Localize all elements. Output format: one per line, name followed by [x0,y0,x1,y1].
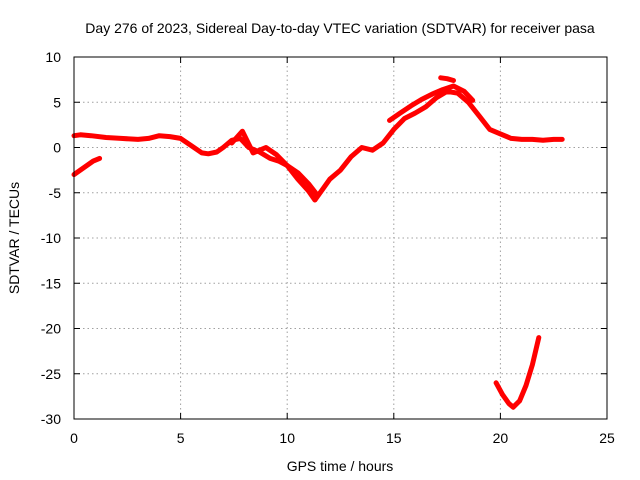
y-tick-label: 10 [45,49,61,65]
y-tick-label: -10 [41,230,61,246]
y-tick-label: -15 [41,275,61,291]
series-line-early-offset [71,155,103,178]
y-tick-label: -30 [41,411,61,427]
series-line-late-dip [493,335,542,410]
y-tick-label: -25 [41,366,61,382]
grid-lines [74,57,607,419]
y-tick-label: -5 [49,185,62,201]
x-tick-label: 20 [493,430,509,446]
chart-title: Day 276 of 2023, Sidereal Day-to-day VTE… [85,20,595,36]
plot-frame [73,56,608,420]
x-tick-label: 5 [177,430,185,446]
data-series [71,75,565,410]
y-tick-label: -20 [41,321,61,337]
x-tick-label: 25 [599,430,615,446]
axis-ticks: 0 5 10 15 20 25 -30 -25 -20 -15 -10 -5 0 5 10 [41,49,615,446]
y-tick-label: 5 [53,94,61,110]
y-axis-label: SDTVAR / TECUs [6,182,22,294]
series-line-peak-fragment [438,75,456,83]
series-line-main [71,88,565,203]
x-tick-label: 15 [386,430,402,446]
y-tick-label: 0 [53,140,61,156]
x-tick-label: 0 [70,430,78,446]
x-axis-label: GPS time / hours [287,458,394,474]
x-tick-label: 10 [279,430,295,446]
series-line-upper-band [387,83,476,123]
series-line-secondary [229,128,320,198]
